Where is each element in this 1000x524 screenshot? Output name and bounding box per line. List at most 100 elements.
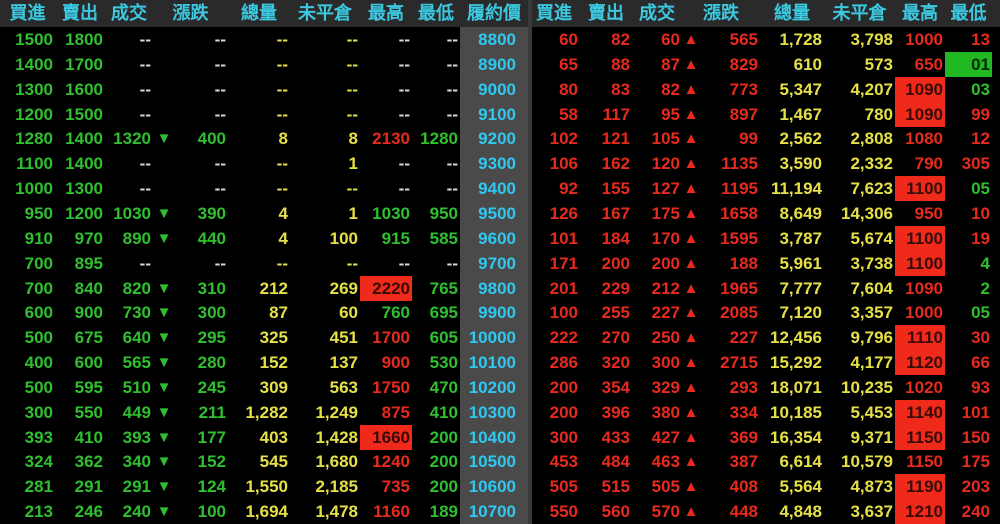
put-volume[interactable]: 610	[793, 54, 822, 74]
call-header-3[interactable]: 漲跌	[172, 3, 209, 23]
put-high[interactable]: 1090	[895, 76, 945, 102]
strike-price[interactable]: 9700	[478, 253, 516, 273]
call-change[interactable]: --	[214, 154, 226, 174]
call-change[interactable]: --	[214, 30, 226, 49]
put-bid[interactable]: 92	[559, 179, 578, 199]
strike-price[interactable]: 8800	[478, 30, 516, 49]
call-open-interest[interactable]: 137	[329, 353, 358, 373]
put-ask[interactable]: 229	[601, 278, 630, 298]
put-open-interest[interactable]: 573	[864, 54, 893, 74]
put-low[interactable]: 99	[971, 104, 990, 124]
call-change[interactable]: --	[214, 79, 226, 99]
call-ask[interactable]: 900	[74, 303, 103, 323]
put-bid[interactable]: 60	[559, 30, 578, 49]
call-low[interactable]: 410	[429, 402, 458, 422]
call-low[interactable]: 1280	[420, 129, 458, 149]
put-bid[interactable]: 453	[549, 452, 578, 472]
call-last[interactable]: 820	[122, 278, 151, 298]
call-high[interactable]: 900	[381, 353, 410, 373]
put-volume[interactable]: 12,456	[770, 328, 822, 348]
put-ask[interactable]: 121	[601, 129, 630, 149]
put-high[interactable]: 1090	[895, 101, 945, 127]
put-bid[interactable]: 222	[549, 328, 578, 348]
strike-price[interactable]: 9200	[478, 129, 516, 149]
put-open-interest[interactable]: 3,798	[850, 30, 893, 49]
put-ask[interactable]: 560	[601, 502, 630, 522]
put-low[interactable]: 19	[971, 228, 990, 248]
call-ask[interactable]: 550	[74, 402, 103, 422]
put-last[interactable]: 105	[651, 129, 680, 149]
call-bid[interactable]: 1200	[15, 104, 53, 124]
put-high[interactable]: 650	[914, 54, 943, 74]
put-low[interactable]: 2	[980, 278, 990, 298]
put-high[interactable]: 1150	[906, 452, 943, 472]
put-high[interactable]: 1150	[895, 424, 945, 450]
call-last[interactable]: 640	[122, 328, 151, 348]
put-low[interactable]: 240	[961, 502, 990, 522]
put-open-interest[interactable]: 3,357	[850, 303, 893, 323]
call-low[interactable]: 695	[429, 303, 458, 323]
call-high[interactable]: 735	[381, 477, 410, 497]
call-low[interactable]: 189	[429, 502, 458, 522]
call-bid[interactable]: 1500	[15, 30, 53, 49]
call-change[interactable]: --	[214, 54, 226, 74]
strike-header[interactable]: 履約價	[467, 3, 521, 23]
call-volume[interactable]: 212	[259, 278, 288, 298]
put-last[interactable]: 570	[651, 502, 680, 522]
put-bid[interactable]: 201	[549, 278, 578, 298]
call-last[interactable]: 393	[122, 427, 151, 447]
call-change[interactable]: 390	[197, 203, 226, 223]
put-last[interactable]: 82	[661, 79, 680, 99]
put-volume[interactable]: 5,347	[779, 79, 822, 99]
call-change[interactable]: 310	[197, 278, 226, 298]
call-low[interactable]: --	[446, 253, 458, 273]
put-last[interactable]: 250	[651, 328, 680, 348]
call-open-interest[interactable]: --	[346, 79, 358, 99]
call-high[interactable]: 2220	[360, 275, 412, 301]
call-ask[interactable]: 246	[74, 502, 103, 522]
put-change[interactable]: 188	[729, 253, 758, 273]
call-high[interactable]: 760	[381, 303, 410, 323]
call-open-interest[interactable]: --	[346, 104, 358, 124]
call-high[interactable]: 1030	[372, 203, 410, 223]
put-high[interactable]: 1210	[895, 499, 945, 524]
call-last[interactable]: --	[139, 179, 151, 199]
put-open-interest[interactable]: 780	[864, 104, 893, 124]
call-change[interactable]: --	[214, 253, 226, 273]
put-volume[interactable]: 15,292	[770, 353, 822, 373]
strike-price[interactable]: 8900	[478, 54, 516, 74]
call-low[interactable]: --	[446, 54, 458, 74]
put-header-0[interactable]: 買進	[536, 3, 572, 23]
call-ask[interactable]: 1800	[65, 30, 103, 49]
put-bid[interactable]: 106	[549, 154, 578, 174]
call-last[interactable]: --	[139, 30, 151, 49]
call-high[interactable]: 2130	[372, 129, 410, 149]
put-ask[interactable]: 200	[601, 253, 630, 273]
put-header-1[interactable]: 賣出	[588, 3, 624, 23]
call-change[interactable]: 300	[197, 303, 226, 323]
put-change[interactable]: 408	[729, 477, 758, 497]
put-change[interactable]: 1195	[721, 179, 758, 199]
call-open-interest[interactable]: 60	[339, 303, 358, 323]
call-open-interest[interactable]: 1	[348, 203, 358, 223]
call-change[interactable]: 280	[197, 353, 226, 373]
put-ask[interactable]: 484	[601, 452, 630, 472]
put-bid[interactable]: 58	[559, 104, 578, 124]
call-ask[interactable]: 410	[74, 427, 103, 447]
call-low[interactable]: 200	[429, 427, 458, 447]
strike-price[interactable]: 10600	[468, 477, 516, 497]
call-low[interactable]: --	[446, 104, 458, 124]
call-bid[interactable]: 1280	[15, 129, 53, 149]
call-volume[interactable]: --	[276, 54, 288, 74]
put-last[interactable]: 87	[661, 54, 680, 74]
call-low[interactable]: --	[446, 179, 458, 199]
call-volume[interactable]: --	[276, 79, 288, 99]
call-high[interactable]: 1160	[373, 502, 410, 522]
put-header-6[interactable]: 最高	[902, 3, 938, 23]
call-volume[interactable]: --	[276, 179, 288, 199]
call-high[interactable]: 1700	[372, 328, 410, 348]
call-bid[interactable]: 500	[24, 377, 53, 397]
put-bid[interactable]: 80	[559, 79, 578, 99]
put-bid[interactable]: 100	[549, 303, 578, 323]
put-low[interactable]: 13	[971, 30, 990, 49]
